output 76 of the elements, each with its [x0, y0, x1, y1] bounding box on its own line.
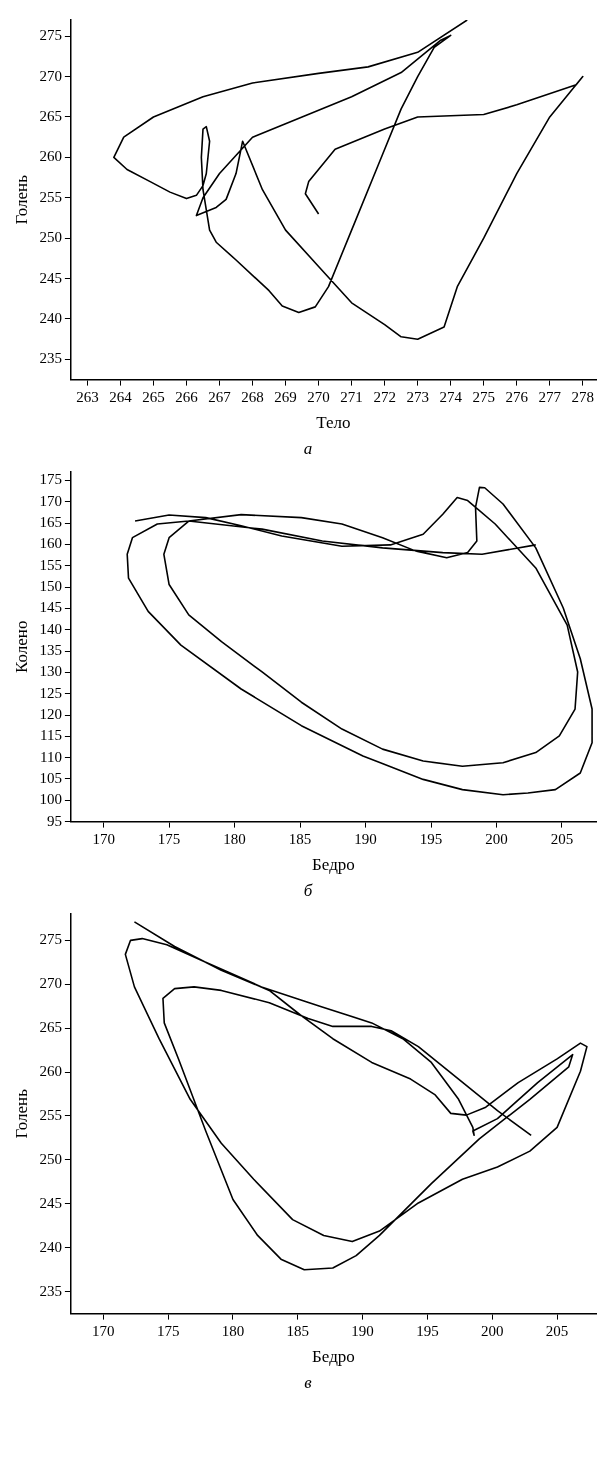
x-tick-label: 170	[92, 830, 115, 847]
y-tick-label: 175	[39, 471, 62, 488]
y-tick-label: 155	[39, 556, 62, 573]
text: а	[302, 438, 314, 460]
y-tick-label: 245	[39, 269, 62, 286]
y-tick-label: 270	[39, 67, 62, 84]
y-tick-label: 140	[39, 620, 62, 637]
x-tick-label: 170	[92, 1322, 115, 1339]
y-tick-label: 240	[39, 309, 62, 326]
x-tick-label: 190	[354, 830, 377, 847]
x-tick-label: 175	[156, 1322, 180, 1339]
y-tick-label: 275	[39, 931, 62, 948]
x-tick-label: 267	[208, 388, 232, 405]
x-tick-label: 276	[505, 388, 529, 405]
x-tick-label: 180	[223, 830, 246, 847]
y-tick-label: 100	[39, 791, 62, 808]
y-tick-label: 250	[39, 229, 62, 246]
x-tick-label: 185	[286, 1322, 310, 1339]
y-tick-label: 110	[39, 748, 62, 765]
y-tick-label: 150	[39, 578, 62, 595]
x-tick-label: 264	[109, 388, 133, 405]
y-tick-label: 95	[46, 812, 62, 829]
x-tick-label: 175	[157, 830, 181, 847]
y-axis-title: Голень	[11, 174, 31, 225]
y-tick-label: 265	[39, 107, 62, 124]
y-axis-title: Голень	[11, 1088, 31, 1139]
x-axis-title: Тело	[316, 413, 351, 433]
y-tick-label: 135	[39, 642, 62, 658]
y-tick-label: 260	[39, 148, 62, 165]
y-tick-label: 105	[39, 769, 62, 786]
y-tick-label: 145	[39, 599, 62, 616]
text: в	[303, 1372, 313, 1394]
x-tick-label: 274	[439, 388, 463, 405]
y-tick-label: 235	[39, 1282, 62, 1299]
y-tick-label: 255	[39, 188, 62, 205]
x-axis-title: Бедро	[312, 1347, 355, 1367]
x-tick-label: 275	[472, 388, 495, 405]
x-tick-label: 200	[481, 1322, 504, 1339]
x-tick-label: 270	[307, 388, 330, 405]
x-tick-label: 265	[142, 388, 165, 405]
y-tick-label: 260	[39, 1063, 62, 1080]
x-tick-label: 200	[485, 830, 508, 847]
x-tick-label: 269	[274, 388, 297, 405]
y-tick-label: 275	[39, 27, 62, 44]
x-tick-label: 272	[373, 388, 396, 405]
x-tick-label: 268	[241, 388, 264, 405]
y-tick-label: 240	[39, 1238, 62, 1255]
x-tick-label: 266	[175, 388, 199, 405]
y-tick-label: 235	[39, 350, 62, 367]
x-tick-label: 271	[340, 388, 363, 405]
y-tick-label: 160	[39, 535, 62, 552]
y-tick-label: 265	[39, 1019, 62, 1036]
y-tick-label: 270	[39, 975, 62, 992]
y-tick-label: 120	[39, 705, 62, 722]
y-axis-title: Колено	[11, 620, 31, 673]
y-tick-label: 245	[39, 1194, 62, 1211]
text: б	[302, 880, 314, 902]
y-tick-label: 125	[39, 684, 62, 701]
y-tick-label: 250	[39, 1150, 62, 1167]
y-tick-label: 130	[39, 663, 62, 680]
x-tick-label: 205	[550, 830, 574, 847]
x-tick-label: 277	[538, 388, 562, 405]
x-axis-title: Бедро	[312, 855, 355, 875]
x-tick-label: 205	[545, 1322, 569, 1339]
x-tick-label: 195	[419, 830, 443, 847]
x-tick-label: 278	[571, 388, 595, 405]
y-tick-label: 170	[39, 492, 62, 509]
x-tick-label: 273	[406, 388, 429, 405]
y-tick-label: 255	[39, 1106, 62, 1123]
x-tick-label: 263	[76, 388, 99, 405]
y-tick-label: 165	[39, 514, 62, 531]
x-tick-label: 190	[351, 1322, 374, 1339]
x-tick-label: 195	[416, 1322, 439, 1339]
y-tick-label: 115	[39, 727, 62, 744]
x-tick-label: 180	[221, 1322, 245, 1339]
x-tick-label: 185	[288, 830, 312, 847]
